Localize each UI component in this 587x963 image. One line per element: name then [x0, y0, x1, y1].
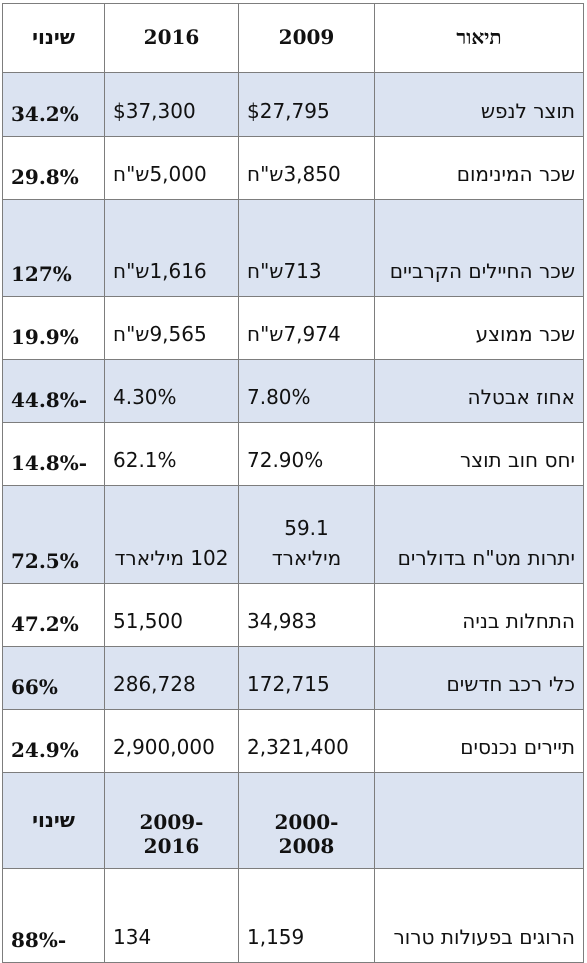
table-row: תוצר לנפש $27,795 $37,300 34.2%: [2, 72, 584, 137]
change-value: -44.8%: [2, 359, 105, 423]
row-description: התחלות בניה: [374, 583, 584, 647]
value-2016: 102 מיליארד: [104, 485, 239, 584]
value-2009: 3,850ש"ח: [238, 136, 375, 200]
header-year-2016: 2016: [104, 3, 239, 73]
value-2009: 7.80%: [238, 359, 375, 423]
subheader-row: 2000-2008 2009-2016 שינוי: [2, 772, 584, 869]
value-2009: 7,974ש"ח: [238, 296, 375, 360]
table-row: כלי רכב חדשים 172,715 286,728 66%: [2, 646, 584, 710]
header-description: תיאור: [374, 3, 584, 73]
row-description: אחוז אבטלה: [374, 359, 584, 423]
row-description: שכר המינימום: [374, 136, 584, 200]
header-year-2009: 2009: [238, 3, 375, 73]
change-value: 29.8%: [2, 136, 105, 200]
table-row: אחוז אבטלה 7.80% 4.30% -44.8%: [2, 359, 584, 423]
value-2016: 62.1%: [104, 422, 239, 486]
table-row: הרוגים בפעולות טרור 1,159 134 -88%: [2, 868, 584, 963]
row-description: תיירים נכנסים: [374, 709, 584, 773]
value-2009: 2,321,400: [238, 709, 375, 773]
change-value: 47.2%: [2, 583, 105, 647]
change-value: 24.9%: [2, 709, 105, 773]
table-row: שכר החיילים הקרביים 713ש"ח 1,616ש"ח 127%: [2, 199, 584, 297]
value-2016: 2,900,000: [104, 709, 239, 773]
subheader-period-2009-2016: 2009-2016: [104, 772, 239, 869]
table-row: תיירים נכנסים 2,321,400 2,900,000 24.9%: [2, 709, 584, 773]
value-2009: 59.1 מיליארד: [238, 485, 375, 584]
value-2016: 4.30%: [104, 359, 239, 423]
value-2009: 72.90%: [238, 422, 375, 486]
value-2016: 1,616ש"ח: [104, 199, 239, 297]
table-row: יתרות מט"ח בדולרים 59.1 מיליארד 102 מילי…: [2, 485, 584, 584]
value-2009: 34,983: [238, 583, 375, 647]
change-value: 34.2%: [2, 72, 105, 137]
value-2009: 172,715: [238, 646, 375, 710]
value-2016: $37,300: [104, 72, 239, 137]
value-2016: 5,000ש"ח: [104, 136, 239, 200]
change-value: 19.9%: [2, 296, 105, 360]
subheader-change: שינוי: [2, 772, 105, 869]
change-value: 127%: [2, 199, 105, 297]
row-description: שכר ממוצע: [374, 296, 584, 360]
value-2000-2008: 1,159: [238, 868, 375, 963]
header-row: תיאור 2009 2016 שינוי: [2, 3, 584, 73]
value-2016: 9,565ש"ח: [104, 296, 239, 360]
change-value: 66%: [2, 646, 105, 710]
change-value: -14.8%: [2, 422, 105, 486]
subheader-period-2000-2008: 2000-2008: [238, 772, 375, 869]
value-2009-2016: 134: [104, 868, 239, 963]
row-description: שכר החיילים הקרביים: [374, 199, 584, 297]
row-description: יחס חוב תוצר: [374, 422, 584, 486]
value-2016: 286,728: [104, 646, 239, 710]
change-value: 72.5%: [2, 485, 105, 584]
header-change: שינוי: [2, 3, 105, 73]
table-row: שכר המינימום 3,850ש"ח 5,000ש"ח 29.8%: [2, 136, 584, 200]
row-description: יתרות מט"ח בדולרים: [374, 485, 584, 584]
value-2009: 713ש"ח: [238, 199, 375, 297]
table-row: יחס חוב תוצר 72.90% 62.1% -14.8%: [2, 422, 584, 486]
change-value: -88%: [2, 868, 105, 963]
value-2016: 51,500: [104, 583, 239, 647]
table-row: התחלות בניה 34,983 51,500 47.2%: [2, 583, 584, 647]
value-2009: $27,795: [238, 72, 375, 137]
subheader-description: [374, 772, 584, 869]
row-description: הרוגים בפעולות טרור: [374, 868, 584, 963]
statistics-table: תיאור 2009 2016 שינוי תוצר לנפש $27,795 …: [2, 3, 584, 963]
row-description: כלי רכב חדשים: [374, 646, 584, 710]
table-row: שכר ממוצע 7,974ש"ח 9,565ש"ח 19.9%: [2, 296, 584, 360]
row-description: תוצר לנפש: [374, 72, 584, 137]
